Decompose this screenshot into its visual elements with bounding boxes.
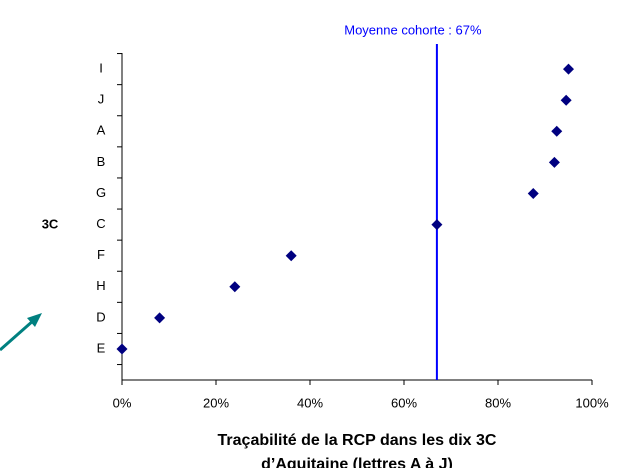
marker xyxy=(431,219,443,231)
y-tick-label: G xyxy=(96,185,106,200)
y-tick-label: E xyxy=(97,340,106,355)
x-tick-label: 60% xyxy=(391,395,417,410)
y-tick-label: J xyxy=(98,92,105,107)
arrow xyxy=(0,318,35,352)
y-tick-label: I xyxy=(99,61,103,76)
y-tick-label: B xyxy=(97,154,106,169)
x-tick-label: 0% xyxy=(113,395,132,410)
marker xyxy=(563,63,574,75)
marker xyxy=(551,125,563,137)
mean-label: Moyenne cohorte : 67% xyxy=(344,22,482,37)
marker xyxy=(548,156,560,168)
y-tick-label: H xyxy=(96,278,105,293)
x-tick-label: 20% xyxy=(203,395,229,410)
x-axis-title: Traçabilité de la RCP dans les dix 3C xyxy=(218,432,497,449)
marker xyxy=(229,281,241,293)
y-tick-label: C xyxy=(96,216,105,231)
x-tick-label: 80% xyxy=(485,395,511,410)
x-axis-title: d’Aquitaine (lettres A à J) xyxy=(261,456,453,468)
marker xyxy=(560,94,572,106)
marker xyxy=(285,250,297,262)
y-tick-label: A xyxy=(97,123,106,138)
y-tick-label: F xyxy=(97,247,105,262)
marker xyxy=(527,188,539,199)
arrow-head xyxy=(27,313,42,327)
y-axis-label: 3C xyxy=(42,216,59,231)
y-tick-label: D xyxy=(96,309,105,324)
x-tick-label: 40% xyxy=(297,395,323,410)
marker xyxy=(116,343,128,355)
marker xyxy=(154,312,166,324)
x-tick-label: 100% xyxy=(575,395,609,410)
